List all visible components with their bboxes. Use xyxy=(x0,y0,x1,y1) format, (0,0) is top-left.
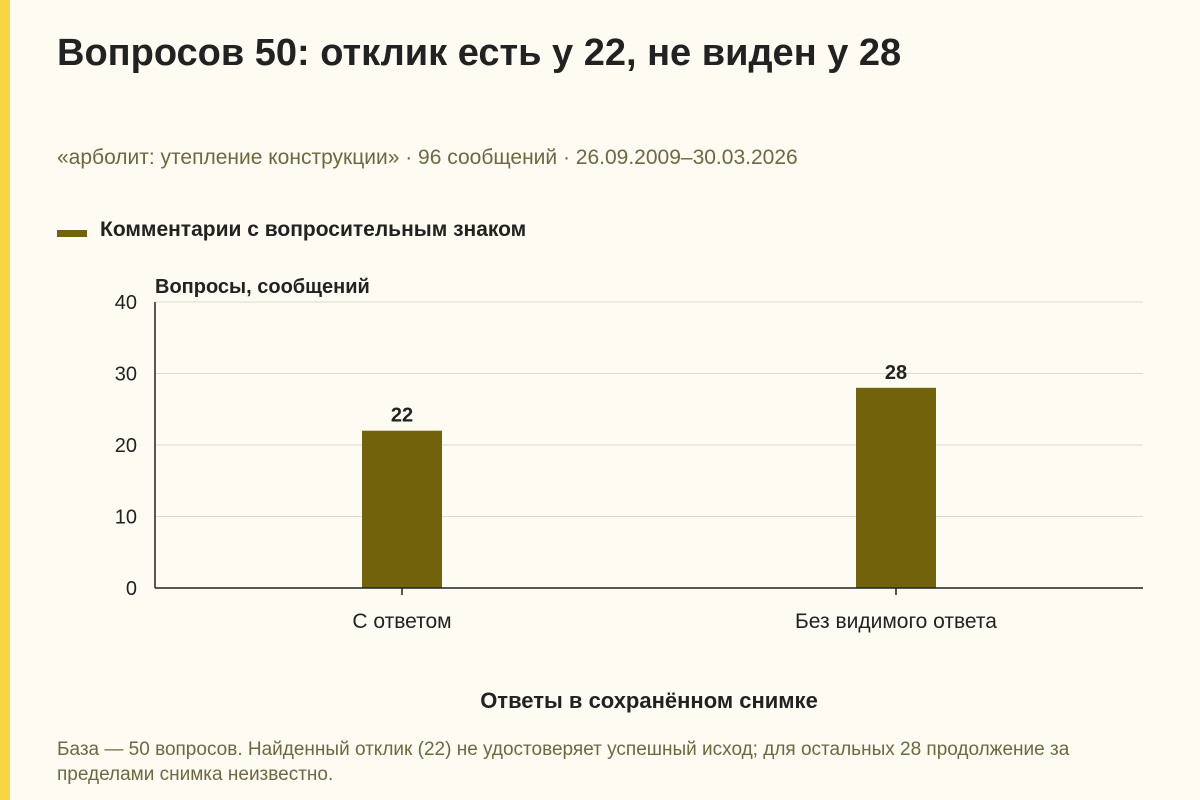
bar xyxy=(856,387,936,588)
chart-subtitle: «арболит: утепление конструкции» · 96 со… xyxy=(57,146,798,169)
bar-chart: 0 10 20 30 40 22 28 С ответом Без видимого отв… xyxy=(115,276,1143,713)
bar xyxy=(362,430,442,588)
y-axis-ticks: 0 10 20 30 40 xyxy=(115,292,137,600)
chart-title: Вопросов 50: отклик есть у 22, не виден … xyxy=(57,32,902,74)
x-tick-label: Без видимого ответа xyxy=(795,610,997,633)
bars xyxy=(362,387,936,588)
legend-label: Комментарии с вопросительным знаком xyxy=(100,218,527,241)
axes xyxy=(154,302,1143,589)
footnote: База — 50 вопросов. Найденный отклик (22… xyxy=(57,739,1070,785)
x-axis-title: Ответы в сохранённом снимке xyxy=(480,688,818,713)
y-tick-label: 0 xyxy=(126,578,137,600)
y-tick-label: 10 xyxy=(115,507,137,529)
bar-value-label: 28 xyxy=(885,362,907,384)
x-axis-ticks: С ответом Без видимого ответа xyxy=(352,588,997,633)
y-tick-label: 30 xyxy=(115,364,137,386)
legend-swatch xyxy=(57,229,87,237)
x-tick-label: С ответом xyxy=(352,610,451,633)
bar-value-label: 22 xyxy=(391,405,413,427)
y-tick-label: 40 xyxy=(115,292,137,314)
accent-stripe xyxy=(0,0,10,800)
data-labels: 22 28 xyxy=(391,362,907,427)
legend: Комментарии с вопросительным знаком xyxy=(57,218,526,242)
grid-lines xyxy=(155,301,1143,517)
y-tick-label: 20 xyxy=(115,435,137,457)
y-axis-title: Вопросы, сообщений xyxy=(155,276,370,298)
